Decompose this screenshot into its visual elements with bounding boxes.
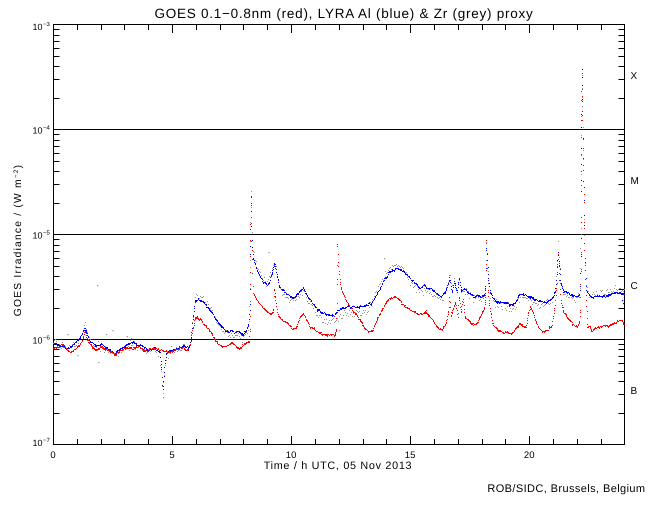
svg-text:10: 10 <box>32 335 42 345</box>
svg-text:−4: −4 <box>43 125 51 132</box>
svg-text:−5: −5 <box>43 230 51 237</box>
svg-text:C: C <box>631 281 638 292</box>
svg-text:GOES 0.1−0.8nm (red), LYRA Al: GOES 0.1−0.8nm (red), LYRA Al (blue) & Z… <box>155 6 534 21</box>
svg-text:5: 5 <box>169 450 174 461</box>
svg-text:ROB/SIDC, Brussels, Belgium: ROB/SIDC, Brussels, Belgium <box>487 483 645 495</box>
svg-text:−7: −7 <box>43 437 51 444</box>
svg-text:20: 20 <box>524 450 535 461</box>
svg-text:M: M <box>631 176 639 187</box>
svg-text:10: 10 <box>286 450 297 461</box>
svg-text:10: 10 <box>32 125 42 135</box>
svg-text:B: B <box>631 386 638 397</box>
svg-text:0: 0 <box>50 450 55 461</box>
svg-text:10: 10 <box>32 230 42 240</box>
svg-text:10: 10 <box>32 22 42 32</box>
svg-text:−6: −6 <box>43 335 51 342</box>
svg-text:10: 10 <box>32 438 42 448</box>
svg-text:GOES Irradiance / (W m−2): GOES Irradiance / (W m−2) <box>13 164 24 316</box>
svg-text:−3: −3 <box>43 21 51 28</box>
svg-text:15: 15 <box>405 450 416 461</box>
svg-text:Time / h UTC, 05 Nov 2013: Time / h UTC, 05 Nov 2013 <box>264 460 413 472</box>
svg-text:X: X <box>631 71 638 82</box>
